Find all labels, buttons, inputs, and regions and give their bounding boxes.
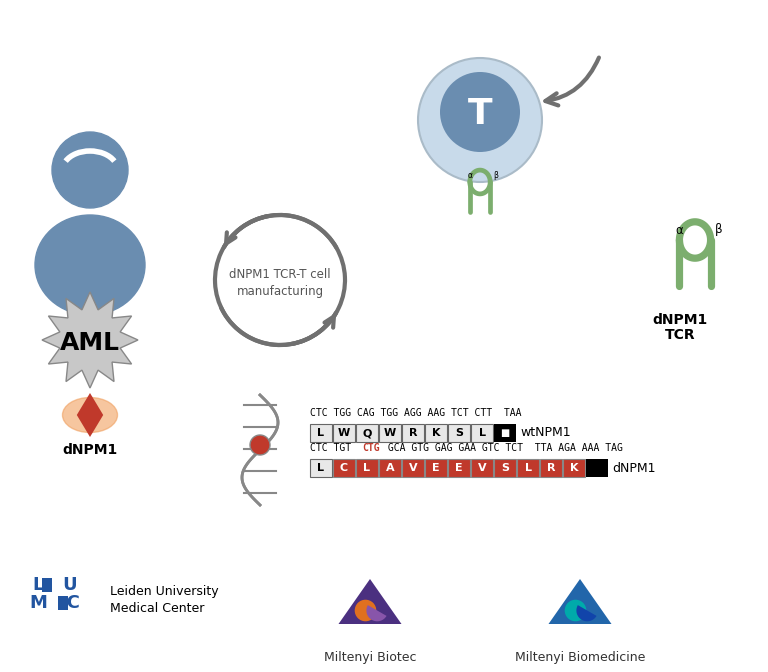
FancyBboxPatch shape	[425, 459, 447, 477]
Text: L: L	[478, 428, 485, 438]
Circle shape	[564, 599, 586, 622]
Text: L: L	[525, 463, 531, 473]
Text: T: T	[468, 97, 492, 131]
Text: A: A	[386, 463, 394, 473]
Text: C: C	[340, 463, 348, 473]
Circle shape	[418, 58, 542, 182]
Text: V: V	[478, 463, 486, 473]
FancyBboxPatch shape	[310, 459, 332, 477]
FancyBboxPatch shape	[42, 578, 52, 592]
Wedge shape	[366, 605, 386, 622]
FancyBboxPatch shape	[448, 424, 470, 442]
Text: L: L	[317, 428, 325, 438]
Text: K: K	[432, 428, 440, 438]
FancyBboxPatch shape	[402, 459, 424, 477]
Polygon shape	[42, 292, 138, 388]
FancyBboxPatch shape	[563, 459, 585, 477]
Text: dNPM1: dNPM1	[652, 313, 707, 327]
Text: E: E	[455, 463, 463, 473]
Text: S: S	[501, 463, 509, 473]
Text: W: W	[384, 428, 396, 438]
Text: L: L	[363, 463, 370, 473]
Text: V: V	[409, 463, 417, 473]
Text: R: R	[547, 463, 555, 473]
Text: α: α	[676, 224, 684, 237]
Text: TCR: TCR	[664, 328, 695, 342]
Text: CTC TGT: CTC TGT	[310, 443, 357, 453]
FancyBboxPatch shape	[540, 459, 562, 477]
Text: Miltenyi Biotec: Miltenyi Biotec	[324, 651, 416, 665]
Text: L   U: L U	[33, 576, 78, 594]
Text: manufacturing: manufacturing	[237, 286, 323, 298]
Text: ■: ■	[501, 428, 510, 438]
FancyBboxPatch shape	[310, 424, 332, 442]
Text: Leiden University: Leiden University	[110, 585, 219, 599]
FancyBboxPatch shape	[379, 459, 401, 477]
Circle shape	[440, 72, 520, 152]
Text: S: S	[455, 428, 463, 438]
Text: AML: AML	[60, 331, 120, 355]
FancyBboxPatch shape	[333, 424, 355, 442]
Text: CTG: CTG	[362, 443, 379, 453]
Ellipse shape	[35, 215, 145, 315]
FancyBboxPatch shape	[517, 459, 539, 477]
Circle shape	[250, 435, 270, 455]
Text: α: α	[467, 171, 472, 179]
FancyBboxPatch shape	[494, 424, 516, 442]
FancyBboxPatch shape	[471, 459, 493, 477]
Circle shape	[355, 599, 376, 622]
Ellipse shape	[62, 398, 118, 433]
Text: M   C: M C	[30, 594, 80, 612]
FancyBboxPatch shape	[402, 424, 424, 442]
Text: β: β	[493, 171, 498, 179]
Text: wtNPM1: wtNPM1	[520, 427, 571, 439]
Text: E: E	[432, 463, 440, 473]
Text: Miltenyi Biomedicine: Miltenyi Biomedicine	[515, 651, 645, 665]
Polygon shape	[339, 579, 402, 624]
Polygon shape	[548, 579, 611, 624]
Text: W: W	[338, 428, 350, 438]
Text: dNPM1: dNPM1	[612, 462, 656, 474]
FancyBboxPatch shape	[586, 459, 608, 477]
Text: L: L	[317, 463, 325, 473]
Text: Q: Q	[362, 428, 372, 438]
Text: Medical Center: Medical Center	[110, 601, 204, 614]
Text: β: β	[714, 224, 722, 237]
FancyBboxPatch shape	[58, 596, 68, 610]
FancyBboxPatch shape	[448, 459, 470, 477]
FancyBboxPatch shape	[356, 459, 378, 477]
Text: dNPM1 TCR-T cell: dNPM1 TCR-T cell	[229, 269, 331, 282]
Text: GCA GTG GAG GAA GTC TCT  TTA AGA AAA TAG: GCA GTG GAG GAA GTC TCT TTA AGA AAA TAG	[382, 443, 623, 453]
Circle shape	[52, 132, 128, 208]
FancyBboxPatch shape	[356, 424, 378, 442]
Polygon shape	[77, 393, 103, 437]
FancyBboxPatch shape	[471, 424, 493, 442]
FancyBboxPatch shape	[494, 459, 516, 477]
Text: R: R	[409, 428, 417, 438]
FancyBboxPatch shape	[333, 459, 355, 477]
Wedge shape	[577, 605, 597, 622]
Text: CTC TGG CAG TGG AGG AAG TCT CTT  TAA: CTC TGG CAG TGG AGG AAG TCT CTT TAA	[310, 408, 521, 418]
FancyBboxPatch shape	[425, 424, 447, 442]
Text: K: K	[570, 463, 578, 473]
Text: dNPM1: dNPM1	[62, 443, 118, 457]
FancyBboxPatch shape	[379, 424, 401, 442]
